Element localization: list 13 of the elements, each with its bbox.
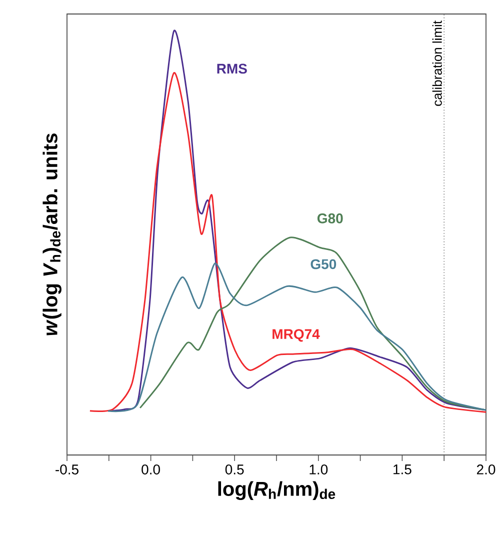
text: RMS [217,64,247,74]
x-tick-label: -0.5 [56,464,78,474]
series-label: G80 [317,213,343,224]
x-tick-label: 2.0 [476,464,496,474]
x-tick-label: 1.5 [394,464,412,474]
y-axis-title: w(log V$_{h}$)$_{de}$/arb. units [42,134,62,336]
x-tick-label: 1.0 [310,464,328,474]
x-axis-title: log(R$_{h}$/nm)$_{de}$ [218,481,336,500]
x-tick-label: 0.0 [142,464,160,474]
series-label: MRQ74 [272,329,320,342]
ref-line-label: calibration limit [432,20,442,106]
x-tick-label: 0.5 [225,464,244,474]
series-label: G50 [310,259,336,270]
